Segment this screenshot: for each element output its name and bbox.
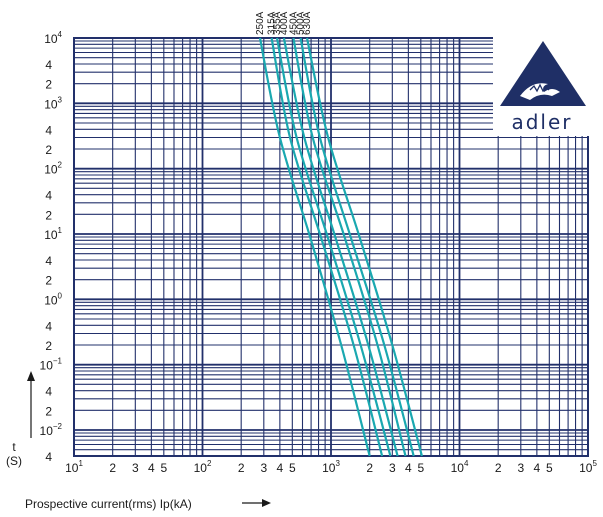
adler-logo: adler — [493, 35, 591, 136]
y-tick-label: 2 — [45, 78, 52, 92]
curve-450a — [292, 37, 407, 457]
x-tick-labels: 101 2 3 4 5 102 2 3 4 5 103 2 3 4 5 104 2 3 4 5 105 — [65, 459, 597, 475]
y-tick-label: 10−1 — [40, 357, 63, 373]
y-tick-label: 4 — [45, 58, 52, 72]
x-tick-label: 3 — [389, 461, 396, 475]
y-tick-label: 104 — [44, 30, 62, 46]
x-tick-label: 101 — [65, 459, 83, 475]
y-tick-label: 2 — [45, 274, 52, 288]
x-tick-label: 103 — [322, 459, 340, 475]
curve-label-450a: 450A — [288, 11, 299, 35]
x-tick-label: 102 — [194, 459, 212, 475]
y-tick-label: 2 — [45, 143, 52, 157]
y-tick-label: 4 — [45, 189, 52, 203]
y-tick-label: 4 — [45, 123, 52, 137]
curve-label-400a: 400A — [279, 11, 290, 35]
x-tick-label: 5 — [546, 461, 553, 475]
curve-500a — [299, 37, 415, 457]
y-tick-label: 4 — [45, 254, 52, 268]
x-tick-label: 2 — [109, 461, 116, 475]
curve-label-355a: 355A — [272, 11, 283, 35]
x-tick-label: 5 — [289, 461, 296, 475]
y-axis-title: t (S) — [6, 371, 35, 468]
x-tick-label: 3 — [132, 461, 139, 475]
curve-315a — [270, 37, 384, 457]
y-tick-label: 102 — [44, 161, 62, 177]
x-tick-label: 3 — [260, 461, 267, 475]
x-tick-label: 4 — [277, 461, 284, 475]
y-tick-label: 4 — [45, 385, 52, 399]
x-tick-label: 105 — [579, 459, 597, 475]
y-axis-label-bottom: (S) — [6, 454, 22, 468]
x-tick-label: 2 — [238, 461, 245, 475]
y-tick-label: 2 — [45, 404, 52, 418]
curve-400a — [282, 37, 399, 457]
y-tick-label: 2 — [45, 339, 52, 353]
x-tick-label: 2 — [495, 461, 502, 475]
x-tick-label: 3 — [517, 461, 524, 475]
y-tick-label: 101 — [44, 226, 62, 242]
y-tick-label: 4 — [45, 319, 52, 333]
mountain-eagle-icon — [500, 41, 586, 106]
y-tick-labels: 104 4 2 103 4 2 102 4 2 101 4 2 100 4 2 10−1 4 2 10−2 4 — [40, 30, 63, 464]
x-tick-label: 4 — [148, 461, 155, 475]
curve-label-315a: 315A — [267, 11, 278, 35]
curve-250a — [258, 37, 371, 457]
x-tick-label: 5 — [160, 461, 167, 475]
y-tick-label: 103 — [44, 95, 62, 111]
y-tick-label: 10−2 — [40, 422, 63, 438]
plot-border — [73, 37, 589, 457]
x-tick-label: 4 — [534, 461, 541, 475]
x-tick-label: 5 — [417, 461, 424, 475]
x-axis-label: Prospective current(rms) Ip(kA) — [25, 497, 192, 511]
x-axis-title: Prospective current(rms) Ip(kA) — [25, 497, 271, 511]
curve-630a — [305, 37, 423, 457]
curve-label-500a: 500A — [296, 11, 307, 35]
y-tick-label: 2 — [45, 208, 52, 222]
y-axis-label-top: t — [12, 440, 16, 454]
y-tick-label: 100 — [44, 291, 62, 307]
logo-text: adler — [511, 110, 572, 134]
curves-group — [258, 37, 423, 457]
curve-label-250a: 250A — [255, 11, 266, 35]
x-tick-label: 4 — [405, 461, 412, 475]
curve-355a — [275, 37, 392, 457]
x-tick-label: 104 — [451, 459, 469, 475]
y-tick-label: 4 — [45, 450, 52, 464]
curve-label-630a: 630A — [302, 11, 313, 35]
x-tick-label: 2 — [366, 461, 373, 475]
